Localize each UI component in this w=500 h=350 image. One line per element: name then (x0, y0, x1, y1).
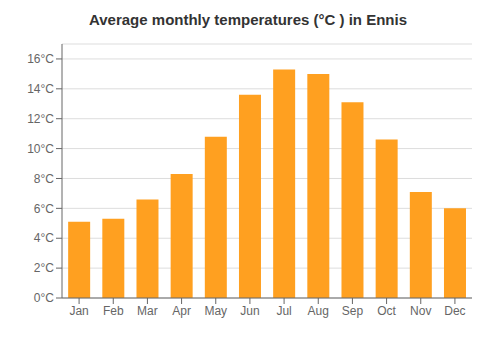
svg-text:Jul: Jul (276, 304, 291, 318)
html-text:Average monthly temperatures (: Average monthly temperatures (°C ) in En… (89, 11, 407, 28)
svg-text:Feb: Feb (103, 304, 124, 318)
svg-text:8°C: 8°C (34, 172, 54, 186)
svg-text:10°C: 10°C (27, 142, 54, 156)
svg-text:Jan: Jan (69, 304, 88, 318)
svg-text:Oct: Oct (377, 304, 396, 318)
svg-text:2°C: 2°C (34, 261, 54, 275)
svg-text:Aug: Aug (308, 304, 329, 318)
svg-text:4°C: 4°C (34, 231, 54, 245)
svg-text:Apr: Apr (172, 304, 191, 318)
svg-text:16°C: 16°C (27, 52, 54, 66)
svg-text:0°C: 0°C (34, 291, 54, 305)
svg-text:14°C: 14°C (27, 82, 54, 96)
svg-text:Dec: Dec (444, 304, 465, 318)
svg-text:Mar: Mar (137, 304, 158, 318)
svg-text:Sep: Sep (342, 304, 364, 318)
svg-text:May: May (204, 304, 227, 318)
svg-text:12°C: 12°C (27, 112, 54, 126)
svg-text:6°C: 6°C (34, 202, 54, 216)
svg-text:Nov: Nov (410, 304, 431, 318)
svg-text:Jun: Jun (240, 304, 259, 318)
